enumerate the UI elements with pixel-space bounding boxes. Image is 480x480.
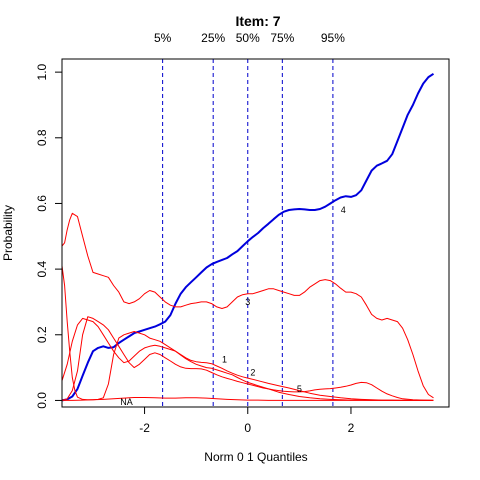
quantile-lines: [162, 59, 334, 407]
curve-label: NA: [120, 397, 133, 407]
curve-label: 4: [341, 205, 346, 215]
quantile-label: 25%: [201, 31, 225, 45]
plot-frame: [61, 58, 450, 408]
quantile-label: 5%: [154, 31, 172, 45]
curve-label: 5: [297, 384, 302, 394]
y-axis: 0.0 0.2 0.4 0.6 0.8 1.0: [35, 63, 63, 409]
y-tick-label: 0.0: [35, 392, 49, 409]
curve-label: 1: [222, 354, 227, 364]
series-line: [61, 72, 435, 402]
x-tick-label: 2: [348, 421, 355, 435]
quantile-label: 75%: [270, 31, 294, 45]
series-line: [61, 317, 434, 401]
x-axis: -2 0 2: [139, 406, 355, 435]
curve-label: 2: [250, 368, 255, 378]
quantile-label: 95%: [321, 31, 345, 45]
series-line: [61, 316, 434, 401]
curve-labels: 4 3 1 2 5 NA: [120, 205, 345, 407]
y-axis-title: Probability: [1, 205, 15, 261]
series-line: [61, 212, 434, 399]
series-layer: [61, 72, 435, 402]
x-tick-label: -2: [139, 421, 150, 435]
x-axis-title: Norm 0 1 Quantiles: [204, 450, 307, 464]
x-tick-label: 0: [244, 421, 251, 435]
curve-label: 3: [245, 297, 250, 307]
y-tick-label: 0.8: [35, 129, 49, 146]
series-line: [62, 397, 434, 401]
quantile-labels: 5% 25% 50% 75% 95%: [154, 31, 345, 45]
y-tick-label: 0.4: [35, 260, 49, 277]
chart-title: Item: 7: [235, 13, 280, 29]
y-tick-label: 0.2: [35, 326, 49, 343]
y-tick-label: 0.6: [35, 195, 49, 212]
quantile-label: 50%: [236, 31, 260, 45]
y-tick-label: 1.0: [35, 63, 49, 80]
